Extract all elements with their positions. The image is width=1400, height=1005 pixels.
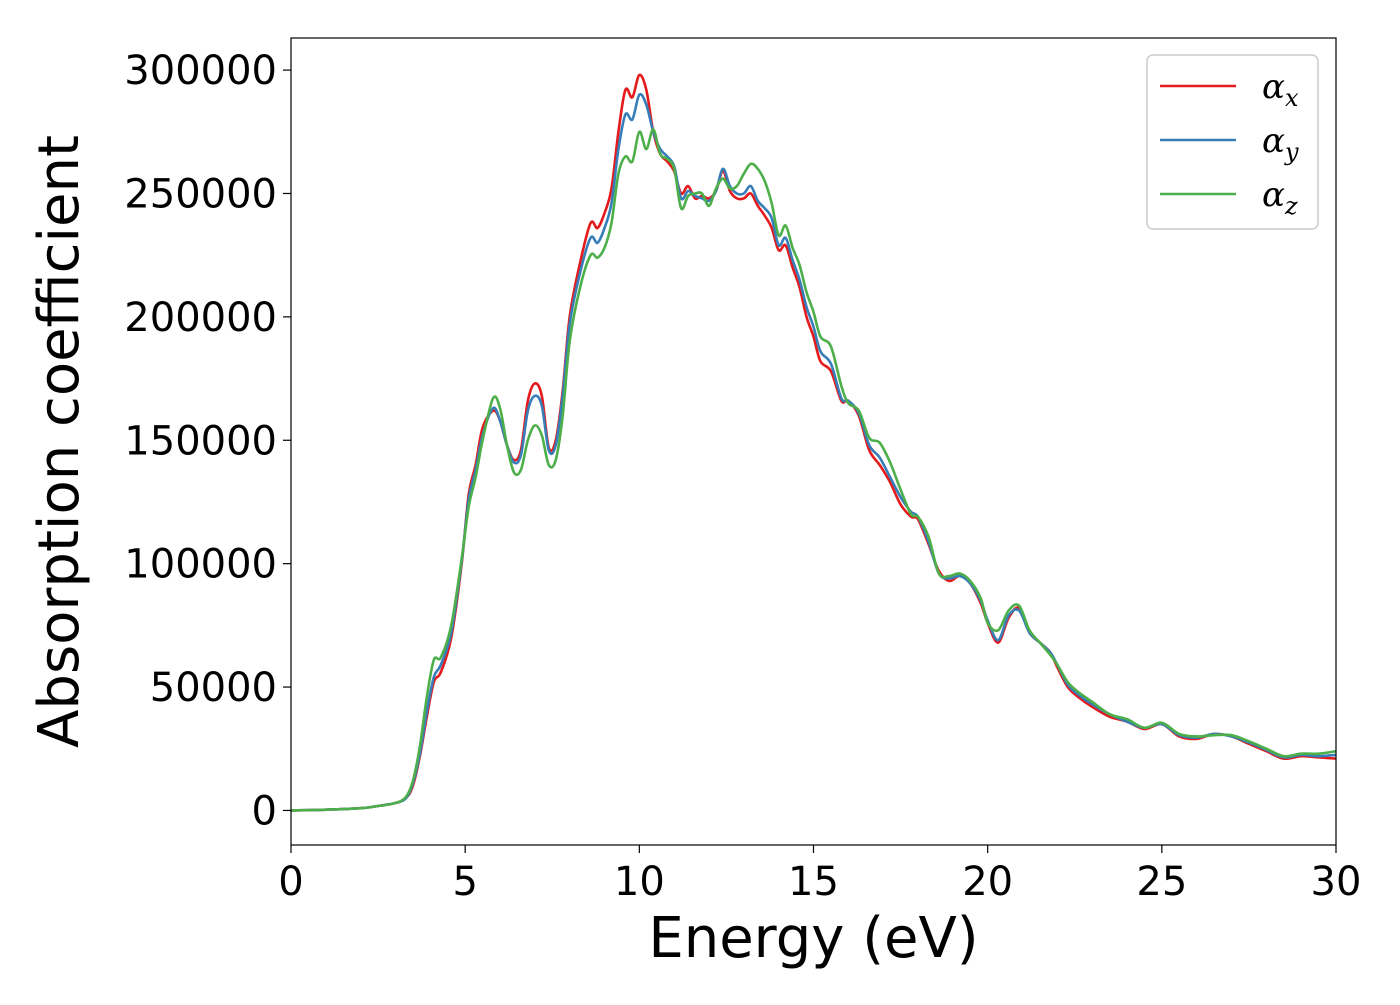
legend-box bbox=[1146, 54, 1319, 230]
y-axis: 0 50000 100000 150000 200000 250000 300000 bbox=[124, 48, 291, 834]
x-tick-label: 15 bbox=[788, 859, 839, 905]
x-axis: 0 5 10 15 20 25 30 bbox=[278, 845, 1361, 905]
legend-label-y: αy bbox=[1262, 121, 1299, 166]
y-tick-label: 200000 bbox=[124, 295, 277, 341]
y-tick-label: 300000 bbox=[124, 48, 277, 94]
x-axis-label: Energy (eV) bbox=[648, 906, 978, 971]
legend-label-z: αz bbox=[1262, 175, 1298, 220]
legend: αx αy αz bbox=[1146, 54, 1319, 230]
x-tick-label: 0 bbox=[278, 859, 303, 905]
y-tick-label: 150000 bbox=[124, 418, 277, 464]
x-tick-label: 30 bbox=[1311, 859, 1362, 905]
series-line-z bbox=[290, 128, 1337, 812]
y-tick-label: 50000 bbox=[150, 665, 277, 711]
y-axis-label: Absorption coefficient bbox=[27, 135, 92, 748]
series-layer bbox=[290, 73, 1337, 812]
y-tick-label: 100000 bbox=[124, 542, 277, 588]
x-tick-label: 25 bbox=[1136, 859, 1187, 905]
x-tick-label: 5 bbox=[452, 859, 477, 905]
y-tick-label: 250000 bbox=[124, 171, 277, 217]
x-tick-label: 20 bbox=[962, 859, 1013, 905]
x-tick-label: 10 bbox=[614, 859, 665, 905]
legend-label-x: αx bbox=[1262, 67, 1299, 112]
y-tick-label: 0 bbox=[252, 788, 277, 834]
